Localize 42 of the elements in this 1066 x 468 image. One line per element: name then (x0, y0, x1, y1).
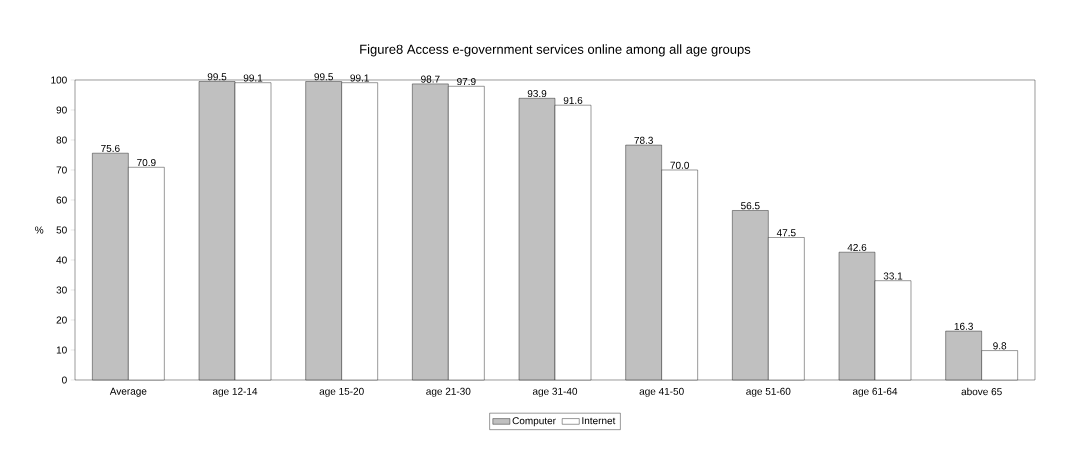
y-tick-label: 90 (56, 106, 67, 114)
data-label: 16.3 (954, 322, 973, 330)
data-label: 97.9 (457, 78, 476, 86)
y-tick-label: 70 (56, 166, 67, 174)
x-tick-label: age 61-64 (852, 387, 898, 397)
y-tick-label: 100 (51, 76, 67, 84)
x-tick-label: age 12-14 (212, 387, 258, 397)
data-label: 9.8 (993, 342, 1007, 350)
data-label: 75.6 (101, 144, 120, 152)
y-tick-label: 0 (62, 376, 67, 384)
data-label: 99.1 (243, 74, 263, 82)
data-label: 99.5 (314, 73, 333, 81)
data-label: 70.0 (670, 161, 690, 169)
y-tick-label: 20 (56, 316, 67, 324)
x-tick-label: Average (109, 387, 147, 397)
y-tick-label: 50 (56, 226, 67, 234)
legend-label: Internet (582, 417, 616, 425)
data-label: 99.1 (350, 74, 369, 82)
data-label: 56.5 (741, 202, 760, 210)
data-label: 98.7 (421, 75, 440, 83)
y-tick-label: 80 (56, 136, 67, 144)
y-tick-label: 10 (56, 346, 67, 354)
legend-label: Computer (512, 417, 556, 427)
data-label: 78.3 (634, 136, 653, 144)
data-label: 99.5 (207, 73, 227, 81)
data-label: 70.9 (137, 159, 156, 167)
x-tick-label: above 65 (961, 387, 1002, 396)
y-tick-label: 60 (56, 196, 67, 204)
x-tick-label: age 51-60 (746, 387, 791, 397)
x-tick-label: age 41-50 (639, 387, 684, 397)
data-label: 47.5 (776, 229, 796, 237)
y-tick-label: 40 (56, 256, 67, 264)
x-tick-label: age 21-30 (426, 387, 471, 397)
data-label: 93.9 (527, 90, 547, 98)
y-tick-label: 30 (56, 286, 67, 294)
chart-title: Figure8 Access e-government services online among all age groups (360, 44, 751, 57)
x-tick-label: age 15-20 (319, 387, 364, 397)
data-label: 91.6 (563, 96, 583, 104)
data-label: 33.1 (883, 272, 903, 280)
y-axis-title: % (35, 226, 44, 234)
x-tick-label: age 31-40 (532, 387, 578, 397)
data-label: 42.6 (847, 243, 867, 251)
